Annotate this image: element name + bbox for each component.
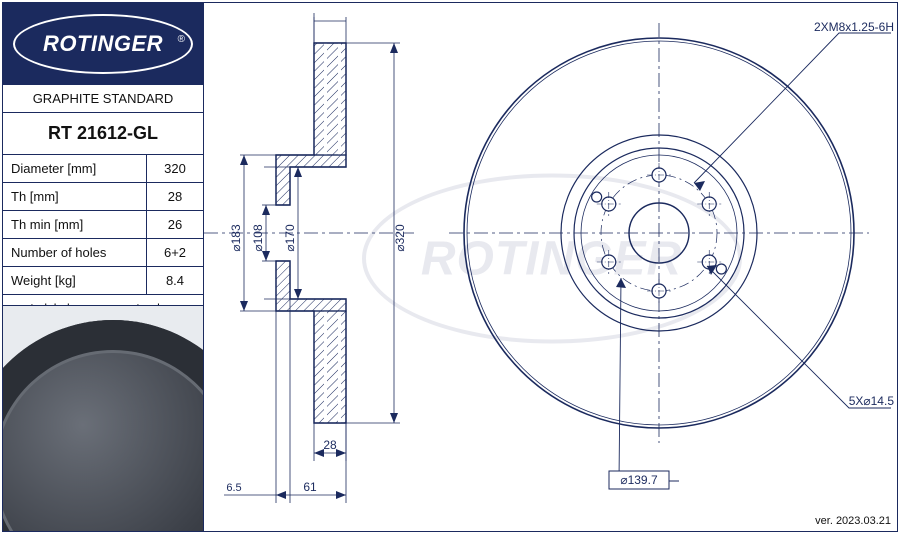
standard-row: GRAPHITE STANDARD [3,85,203,113]
dim-thk: 28 [323,438,337,452]
spec-row: Number of holes 6+2 [3,239,203,267]
spec-value: 28 [147,183,203,210]
disc-photo-oval [3,320,203,531]
spec-panel: ROTINGER ® GRAPHITE STANDARD RT 21612-GL… [3,3,203,322]
dim-d320: ⌀320 [393,224,407,252]
dim-d170: ⌀170 [283,224,297,252]
spec-value: 6+2 [147,239,203,266]
spec-row: Th min [mm] 26 [3,211,203,239]
logo-oval: ROTINGER ® [13,14,193,74]
spec-value: 320 [147,155,203,182]
registered-icon: ® [178,34,185,45]
version-label: ver. 2023.03.21 [815,515,891,527]
part-number: RT 21612-GL [3,113,203,155]
dim-flange: 6.5 [226,482,241,494]
spec-row: Th [mm] 28 [3,183,203,211]
spec-label: Number of holes [3,239,147,266]
spec-value: 8.4 [147,267,203,294]
technical-drawing: ROTINGER [203,3,899,531]
dim-d108: ⌀108 [251,224,265,252]
brand-name: ROTINGER [43,31,163,57]
dim-hat-depth: 61 [303,480,317,494]
spec-label: Diameter [mm] [3,155,147,182]
callout-thread: 2XM8x1.25-6H [814,20,894,34]
front-face-view: 2XM8x1.25-6H ⌀139.7 5X⌀14.5 [414,3,900,531]
product-photo [3,305,203,531]
drawing-frame: ROTINGER ® GRAPHITE STANDARD RT 21612-GL… [2,2,898,532]
spec-label: Weight [kg] [3,267,147,294]
side-section-view: ⌀320 ⌀183 ⌀170 ⌀108 28 61 6.5 [204,3,414,531]
brand-logo: ROTINGER ® [3,3,203,85]
dim-d183: ⌀183 [229,224,243,252]
spec-label: Th [mm] [3,183,147,210]
spec-row: Weight [kg] 8.4 [3,267,203,295]
spec-label: Th min [mm] [3,211,147,238]
callout-bolt-hole: 5X⌀14.5 [849,394,895,408]
spec-row: Diameter [mm] 320 [3,155,203,183]
callout-bolt-circle: ⌀139.7 [620,473,658,487]
spec-value: 26 [147,211,203,238]
